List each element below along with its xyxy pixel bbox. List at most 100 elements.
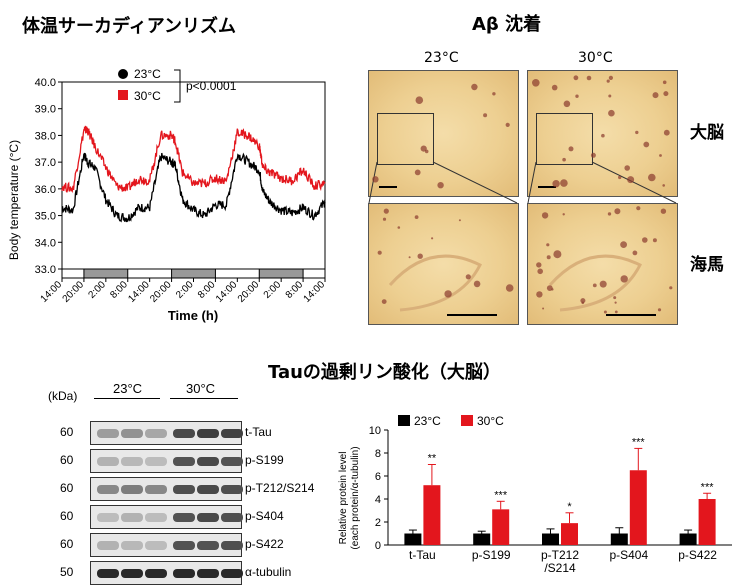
zoom-line — [527, 161, 537, 204]
micro-cortex-23 — [368, 70, 519, 197]
mw-marker: 60 — [60, 481, 74, 495]
plaque-dot — [608, 75, 613, 80]
plaque-dot — [505, 284, 514, 292]
legend-pvalue: p<0.0001 — [186, 79, 237, 93]
plaque-dot — [382, 217, 387, 221]
plaque-dot — [465, 274, 471, 280]
series-line-30°C — [61, 125, 326, 194]
blot-band — [145, 541, 167, 550]
blot-band — [221, 569, 243, 578]
blot-band — [197, 485, 219, 494]
plaque-dot — [473, 280, 481, 288]
bar-23°C — [404, 533, 422, 545]
inset-box — [536, 113, 593, 165]
legend-30-label: 30°C — [134, 89, 161, 103]
zoom-line — [432, 161, 518, 204]
blot-band — [121, 569, 143, 578]
body-temperature-chart: Body temperature (°C) Time (h) 23°C 30°C… — [7, 67, 327, 323]
plaque-dot — [536, 262, 542, 268]
blot-band — [173, 485, 195, 494]
x-category-label: p-S404 — [609, 548, 648, 562]
bar-legend-23-label: 23°C — [414, 414, 441, 428]
blot-band — [221, 457, 243, 466]
relative-protein-chart: Relative protein level (each protein/α-t… — [338, 414, 732, 575]
plaque-dot — [606, 79, 610, 83]
inset-box — [377, 113, 434, 165]
bar-23°C — [610, 533, 628, 545]
plaque-dot — [642, 237, 648, 243]
plaque-dot — [546, 243, 550, 247]
blot-band — [197, 513, 219, 522]
plaque-dot — [408, 256, 411, 259]
y-tick-label: 37.0 — [35, 157, 56, 169]
plaque-dot — [580, 298, 586, 304]
dark-period — [171, 268, 216, 279]
y-tick-label: 36.0 — [35, 184, 56, 196]
x-tick-label: 14:00 — [126, 279, 152, 305]
plaque-dot — [444, 290, 452, 298]
significance-mark: *** — [494, 489, 508, 501]
plaque-dot — [414, 215, 419, 220]
plaque-dot — [652, 92, 659, 99]
x-tick-label: 20:00 — [236, 279, 262, 305]
blot-group-23-line — [94, 398, 160, 399]
bar-30°C — [492, 509, 510, 545]
zoom-line — [591, 161, 677, 204]
blot-band — [197, 541, 219, 550]
temp-rhythm-title: 体温サーカディアンリズム — [22, 16, 237, 37]
blot-band — [97, 513, 119, 522]
y-tick-label: 40.0 — [35, 77, 56, 89]
blot-label: α-tubulin — [245, 565, 292, 579]
x-tick-label: 20:00 — [148, 279, 174, 305]
plaque-dot — [601, 133, 605, 138]
plaque-dot — [483, 113, 488, 118]
blot-band — [121, 457, 143, 466]
plaque-dot — [624, 165, 630, 171]
row-label-cortex: 大脳 — [690, 123, 724, 143]
y-tick-label: 35.0 — [35, 211, 56, 223]
blot-band — [145, 569, 167, 578]
plaque-dot — [627, 176, 635, 184]
y-tick-label: 2 — [375, 517, 381, 529]
plaque-dot — [415, 96, 424, 104]
plaque-dot — [614, 301, 617, 304]
significance-mark: *** — [701, 481, 715, 493]
blot-band — [97, 429, 119, 438]
plaque-dot — [546, 255, 551, 260]
plaque-dot — [586, 75, 592, 81]
plaque-dot — [505, 122, 510, 127]
x-tick-label: 14:00 — [39, 279, 65, 305]
plaque-dot — [603, 310, 607, 314]
mw-marker: 60 — [60, 453, 74, 467]
x-category-label: p-S199 — [472, 548, 511, 562]
blot-label: p-S422 — [245, 537, 284, 551]
plaque-dot — [397, 226, 401, 229]
micro-overlay — [368, 75, 677, 314]
plaque-dot — [608, 94, 612, 98]
x-tick-label: 14:00 — [214, 279, 240, 305]
scale-bar — [379, 186, 397, 188]
mw-marker: 60 — [60, 425, 74, 439]
blot-band — [197, 429, 219, 438]
x-tick-label: 20:00 — [61, 279, 87, 305]
micro-col-23: 23°C — [424, 50, 459, 66]
plaque-dot — [414, 169, 421, 176]
plaque-dot — [492, 92, 496, 96]
line-ylabel: Body temperature (°C) — [7, 140, 21, 260]
plaque-dot — [636, 206, 641, 211]
blot-band — [221, 513, 243, 522]
blot-band — [145, 429, 167, 438]
x-tick-label: 2:00 — [174, 279, 196, 301]
abeta-title: Aβ 沈着 — [472, 14, 542, 35]
blot-row — [90, 561, 243, 585]
blot-band — [221, 429, 243, 438]
significance-mark: ** — [428, 453, 437, 465]
plaque-dot — [662, 80, 667, 85]
blot-row — [90, 449, 243, 473]
blot-group-23: 23°C — [113, 381, 143, 396]
plaque-dot — [599, 280, 607, 288]
blot-band — [121, 513, 143, 522]
line-xlabel: Time (h) — [168, 308, 218, 323]
blot-band — [97, 569, 119, 578]
blot-band — [221, 541, 243, 550]
